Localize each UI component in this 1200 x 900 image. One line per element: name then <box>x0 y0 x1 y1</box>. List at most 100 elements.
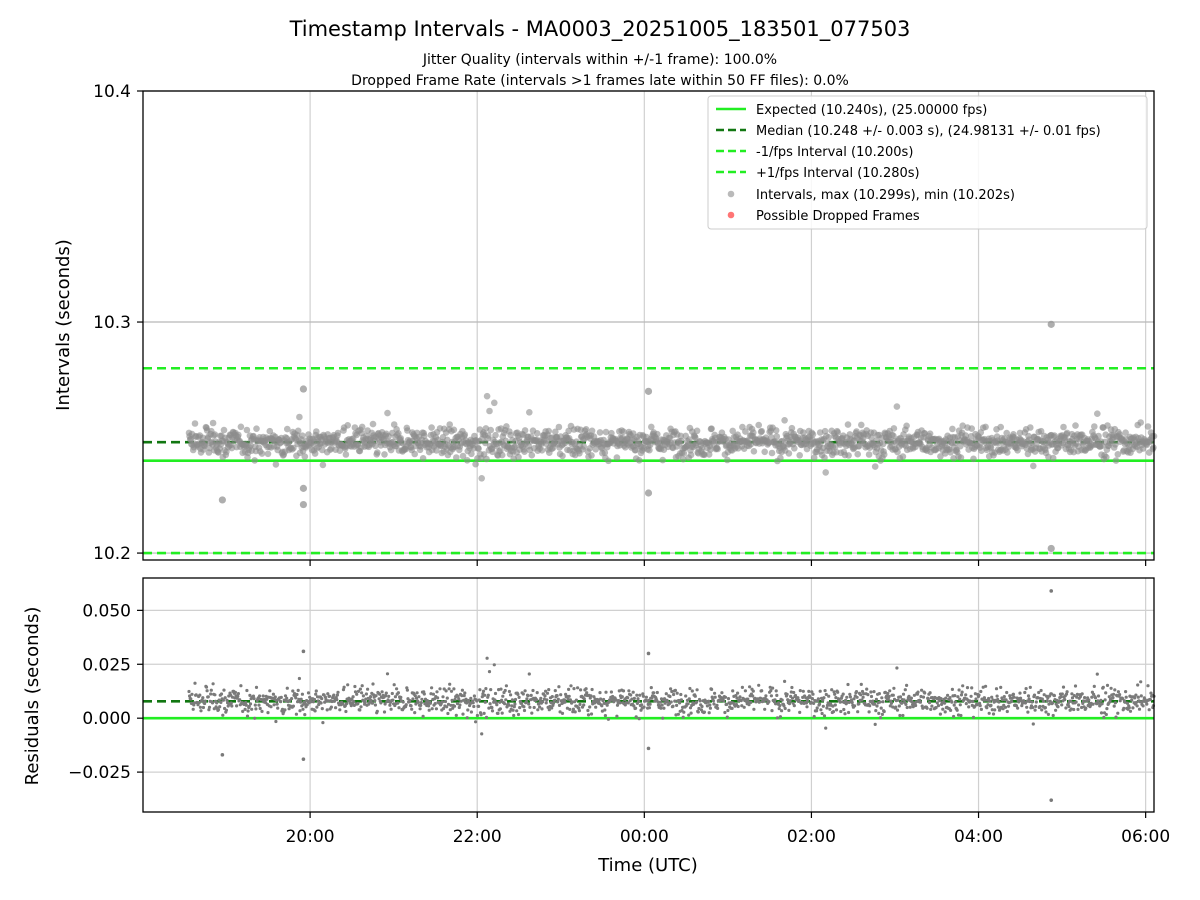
residual-point <box>1023 690 1027 695</box>
residual-point <box>258 706 262 711</box>
residual-point <box>664 692 668 696</box>
interval-point-outlier <box>299 500 308 509</box>
residual-point <box>832 690 836 694</box>
residual-point <box>1006 704 1011 708</box>
residual-point <box>1077 703 1081 707</box>
residual-point <box>447 687 451 691</box>
residual-point <box>517 695 521 700</box>
residual-point <box>747 703 751 707</box>
interval-point <box>450 426 458 434</box>
residual-point <box>757 700 761 704</box>
residual-point <box>641 694 646 698</box>
residual-point <box>1066 702 1070 706</box>
interval-point <box>266 427 274 435</box>
residual-point <box>621 689 626 693</box>
residual-point <box>889 701 894 705</box>
residual-point <box>416 700 420 705</box>
residual-point <box>352 699 356 704</box>
interval-point <box>521 448 528 456</box>
residual-point <box>742 705 746 709</box>
residual-point <box>294 712 298 716</box>
residual-point <box>244 701 248 705</box>
residual-point <box>971 715 976 719</box>
residual-point <box>399 695 403 700</box>
residual-point <box>1113 701 1117 705</box>
residual-point-outlier <box>1049 589 1054 593</box>
residual-point <box>336 690 340 694</box>
residual-point <box>475 713 479 718</box>
residual-point <box>658 700 662 704</box>
residual-point <box>895 708 900 712</box>
residual-point <box>230 695 234 699</box>
residual-point <box>990 708 994 712</box>
residual-point <box>1146 684 1150 688</box>
residual-point <box>221 713 225 717</box>
residual-point <box>519 701 524 705</box>
residual-point <box>735 696 739 700</box>
residual-point <box>444 689 448 693</box>
residual-point <box>682 710 686 714</box>
residual-point <box>413 694 417 698</box>
residual-point <box>472 704 476 709</box>
residual-point <box>885 694 889 698</box>
residual-point <box>855 695 859 699</box>
residual-point <box>1148 698 1152 702</box>
residual-point <box>479 713 483 717</box>
residual-point <box>960 690 964 694</box>
residual-point <box>825 706 829 710</box>
residual-point <box>898 713 902 718</box>
residual-point <box>828 707 832 711</box>
residual-point <box>503 702 507 706</box>
residual-point <box>669 700 673 704</box>
residual-point <box>500 711 504 715</box>
residual-point <box>763 707 767 711</box>
residual-point <box>477 698 481 702</box>
residual-point <box>1141 704 1145 708</box>
residual-point <box>846 682 850 687</box>
interval-point-outlier <box>644 387 653 395</box>
residual-point <box>435 690 439 694</box>
residual-point <box>901 692 906 696</box>
residual-point <box>391 698 395 702</box>
residual-point <box>1026 694 1031 698</box>
residual-point <box>312 697 317 702</box>
residual-point <box>419 701 423 705</box>
residual-point <box>359 705 363 709</box>
interval-point <box>648 423 655 431</box>
residual-point <box>553 689 557 693</box>
interval-point <box>646 441 654 449</box>
residual-point <box>497 688 501 692</box>
residual-point <box>720 691 724 695</box>
residual-point <box>935 701 939 705</box>
residual-point <box>215 701 219 705</box>
interval-point <box>251 457 258 464</box>
interval-point <box>319 461 327 469</box>
residual-point <box>827 694 831 698</box>
residual-point <box>480 732 484 736</box>
interval-point <box>592 446 599 453</box>
residual-point <box>1028 699 1032 704</box>
interval-point <box>237 423 245 431</box>
residual-point <box>201 696 205 700</box>
residual-point <box>577 706 581 710</box>
interval-point <box>632 446 639 454</box>
residual-point <box>555 694 559 698</box>
residual-point <box>965 686 970 690</box>
residual-point <box>1042 699 1046 703</box>
residual-point <box>187 689 191 694</box>
residual-point <box>510 698 514 702</box>
residual-point <box>629 693 633 697</box>
residual-point <box>469 696 473 701</box>
residual-point <box>707 699 711 703</box>
residual-point <box>458 703 462 707</box>
residual-point <box>898 695 903 699</box>
residual-point <box>193 681 197 685</box>
residual-point <box>531 688 535 693</box>
interval-point <box>646 446 653 454</box>
residual-point <box>1016 706 1020 710</box>
bottom-data-points <box>187 589 1156 802</box>
residual-point <box>481 689 486 693</box>
residual-point <box>1028 685 1032 690</box>
residual-point <box>708 706 713 710</box>
residual-point <box>1036 696 1040 700</box>
